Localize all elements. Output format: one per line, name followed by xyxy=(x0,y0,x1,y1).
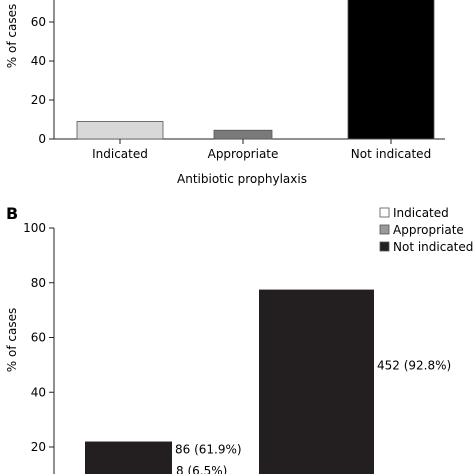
panel-b-legend-swatch xyxy=(379,207,390,218)
panel-b-legend-label: Appropriate xyxy=(393,223,464,237)
panel-b-y-axis-label: % of cases xyxy=(5,308,19,372)
panel-b-y-tick-label: 100 xyxy=(23,221,46,235)
panel-b-letter: B xyxy=(6,204,18,223)
panel-b-legend-label: Not indicated xyxy=(393,240,473,254)
panel-b-bars xyxy=(85,289,374,474)
panel-b-data-label: 8 (6.5%) xyxy=(176,464,227,474)
panel-b-y-ticks: 20 40 60 80 100 xyxy=(23,221,54,454)
panel-a-y-axis-label: % of cases xyxy=(5,4,19,68)
panel-b-data-labels: 86 (61.9%) 452 (92.8%) 8 (6.5%) xyxy=(175,359,451,474)
panel-a-x-axis-label: Antibiotic prophylaxis xyxy=(177,172,307,186)
panel-a-x-tick-label: Not indicated xyxy=(351,147,431,161)
panel-b-bar xyxy=(85,441,172,474)
panel-a-bar xyxy=(76,121,164,140)
panel-b-legend-label: Indicated xyxy=(393,206,449,220)
panel-b-legend-swatch xyxy=(379,224,390,235)
panel-a-y-ticks: 0 20 40 60 xyxy=(31,15,54,146)
panel-b-legend-swatch xyxy=(379,241,390,252)
panel-a-x-tick-label: Indicated xyxy=(92,147,148,161)
panel-b-data-label: 452 (92.8%) xyxy=(377,359,451,373)
panel-a-bar xyxy=(347,0,435,140)
panel-a-y-tick-label: 20 xyxy=(31,93,46,107)
panel-a: 0 20 40 60 Indicated Appropriate Not indicate… xyxy=(5,0,445,186)
panel-a-y-tick-label: 0 xyxy=(38,132,46,146)
panel-b: B 20 40 60 80 100 86 (61.9%) 452 (92.8%) 8 (6.… xyxy=(5,204,473,474)
panel-b-y-tick-label: 80 xyxy=(31,276,46,290)
panel-b-legend: Indicated Appropriate Not indicated xyxy=(379,206,473,254)
panel-a-x-tick-label: Appropriate xyxy=(208,147,279,161)
panel-b-y-tick-label: 20 xyxy=(31,440,46,454)
panel-a-x-ticks: Indicated Appropriate Not indicated xyxy=(92,139,431,161)
panel-a-bar xyxy=(213,129,273,140)
panel-a-y-tick-label: 40 xyxy=(31,54,46,68)
panel-b-bar xyxy=(259,289,374,474)
panel-b-data-label: 86 (61.9%) xyxy=(175,443,242,457)
panel-a-y-tick-label: 60 xyxy=(31,15,46,29)
panel-b-y-tick-label: 60 xyxy=(31,331,46,345)
panel-b-y-tick-label: 40 xyxy=(31,385,46,399)
panel-a-bars xyxy=(76,0,435,140)
